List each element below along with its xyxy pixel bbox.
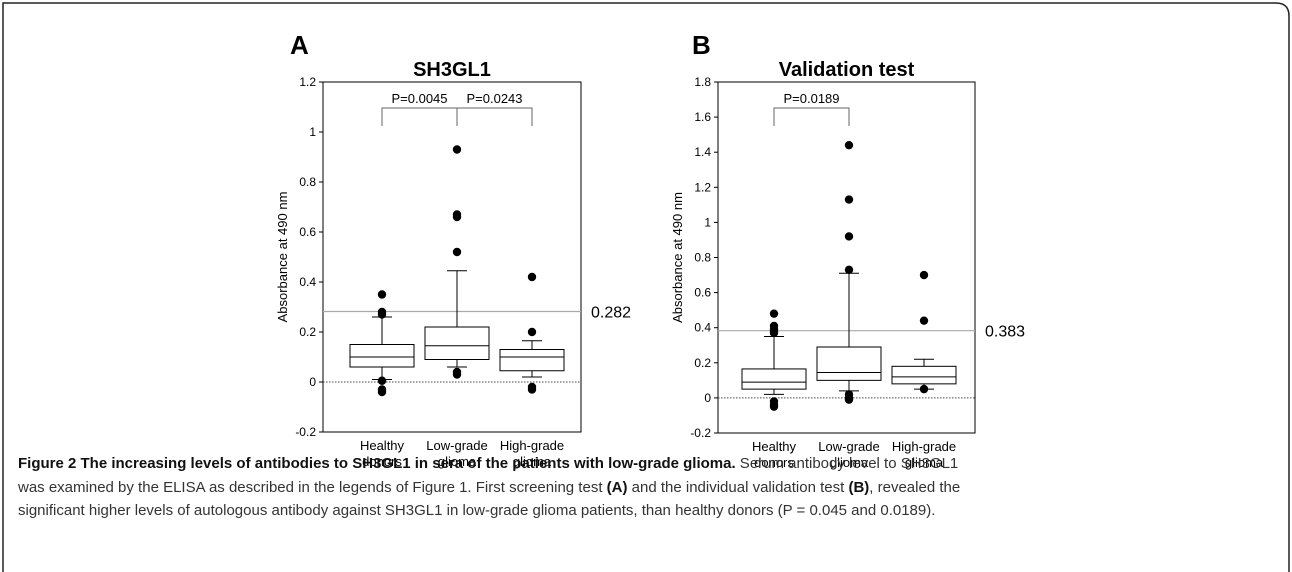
caption-bold: (B) <box>848 478 870 496</box>
y-tick-label: 1.2 <box>299 75 316 89</box>
x-tick-label: glioma <box>830 455 869 470</box>
box <box>424 326 490 360</box>
plot-frame <box>322 81 582 433</box>
outlier <box>377 387 387 397</box>
caption-bold: Figure 2 The increasing levels of antibo… <box>18 455 736 472</box>
outlier <box>527 327 537 337</box>
x-tick-label: donors <box>362 454 402 469</box>
outlier <box>452 145 462 154</box>
y-tick-label: 0.4 <box>694 321 711 335</box>
caption-text: Serum antibody level to SH3GL1 <box>735 455 959 472</box>
y-axis-label: Absorbance at 490 nm <box>275 192 290 323</box>
y-tick-label: -0.2 <box>690 426 711 440</box>
y-tick-label: 1.6 <box>694 110 711 124</box>
y-tick-label: 0 <box>309 375 316 389</box>
outlier <box>844 232 854 241</box>
x-tick-label: Healthy <box>360 438 405 453</box>
y-tick-label: 0.2 <box>694 356 711 370</box>
caption-text: was examined by the ELISA as described i… <box>18 478 607 496</box>
p-value: P=0.0045 <box>391 91 447 106</box>
y-tick-label: 0.6 <box>694 286 711 300</box>
y-tick-label: 0.6 <box>299 225 316 239</box>
p-value: P=0.0189 <box>783 91 839 106</box>
caption-bold: (A) <box>606 478 628 496</box>
y-tick-label: 1.4 <box>694 145 711 159</box>
x-tick-label: donors <box>754 455 794 470</box>
caption-line: significant higher levels of autologous … <box>18 499 1278 523</box>
significance-bracket <box>381 107 458 126</box>
box <box>499 349 565 372</box>
box <box>741 368 807 390</box>
chart-title: SH3GL1 <box>413 59 491 81</box>
caption-line: was examined by the ELISA as described i… <box>18 476 1278 500</box>
outlier <box>377 376 387 385</box>
significance-bracket <box>456 107 533 126</box>
x-tick-label: glioma <box>438 454 477 469</box>
x-tick-label: Low-grade <box>426 438 487 453</box>
outlier <box>919 270 929 280</box>
x-tick-label: Low-grade <box>818 439 879 454</box>
outlier <box>844 265 854 274</box>
outlier <box>452 370 462 379</box>
panel-label: A <box>290 30 309 60</box>
y-tick-label: 1.8 <box>694 75 711 89</box>
y-tick-label: 1 <box>704 215 711 229</box>
chart-title: Validation test <box>779 59 915 81</box>
y-tick-label: 0.2 <box>299 325 316 339</box>
caption: Figure 2 The increasing levels of antibo… <box>18 452 1278 523</box>
x-tick-label: High-grade <box>500 438 564 453</box>
threshold-label: 0.383 <box>985 324 1025 341</box>
significance-bracket <box>773 107 850 126</box>
outlier <box>919 316 929 325</box>
outlier <box>527 385 537 394</box>
x-tick-label: glioma <box>905 455 944 470</box>
outlier <box>769 402 779 411</box>
outlier <box>769 309 779 318</box>
x-tick-label: glioma <box>513 454 552 469</box>
y-tick-label: -0.2 <box>295 425 316 439</box>
box <box>816 346 882 381</box>
y-tick-label: 1 <box>309 125 316 139</box>
outlier <box>844 395 854 404</box>
outlier <box>377 290 387 299</box>
y-tick-label: 0.4 <box>299 275 316 289</box>
outlier <box>452 212 462 222</box>
y-tick-label: 0 <box>704 391 711 405</box>
x-tick-label: High-grade <box>892 439 956 454</box>
caption-line: Figure 2 The increasing levels of antibo… <box>18 452 1278 476</box>
x-tick-label: Healthy <box>752 439 797 454</box>
outlier <box>769 328 779 338</box>
caption-text: , revealed the <box>869 478 961 496</box>
outlier <box>919 384 929 394</box>
outlier <box>377 310 387 319</box>
box <box>349 344 415 368</box>
box <box>891 365 957 385</box>
outlier <box>844 195 854 204</box>
y-tick-label: 0.8 <box>694 251 711 265</box>
y-tick-label: 1.2 <box>694 180 711 194</box>
caption-text: and the individual validation test <box>627 478 849 496</box>
outlier <box>527 272 537 282</box>
caption-text: significant higher levels of autologous … <box>18 502 936 519</box>
panel-label: B <box>692 30 711 60</box>
y-axis-label: Absorbance at 490 nm <box>670 192 685 323</box>
outlier <box>844 140 854 150</box>
y-tick-label: 0.8 <box>299 175 316 189</box>
outlier <box>452 247 462 257</box>
threshold-label: 0.282 <box>591 305 631 322</box>
p-value: P=0.0243 <box>466 91 522 106</box>
